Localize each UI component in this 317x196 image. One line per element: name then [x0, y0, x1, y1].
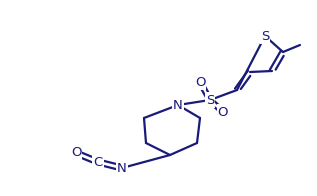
- Text: O: O: [71, 146, 81, 160]
- Text: C: C: [94, 155, 103, 169]
- Text: O: O: [218, 105, 228, 119]
- Text: S: S: [206, 93, 214, 106]
- Text: N: N: [173, 99, 183, 112]
- Text: O: O: [195, 75, 205, 89]
- Text: N: N: [117, 162, 127, 174]
- Text: S: S: [261, 30, 269, 43]
